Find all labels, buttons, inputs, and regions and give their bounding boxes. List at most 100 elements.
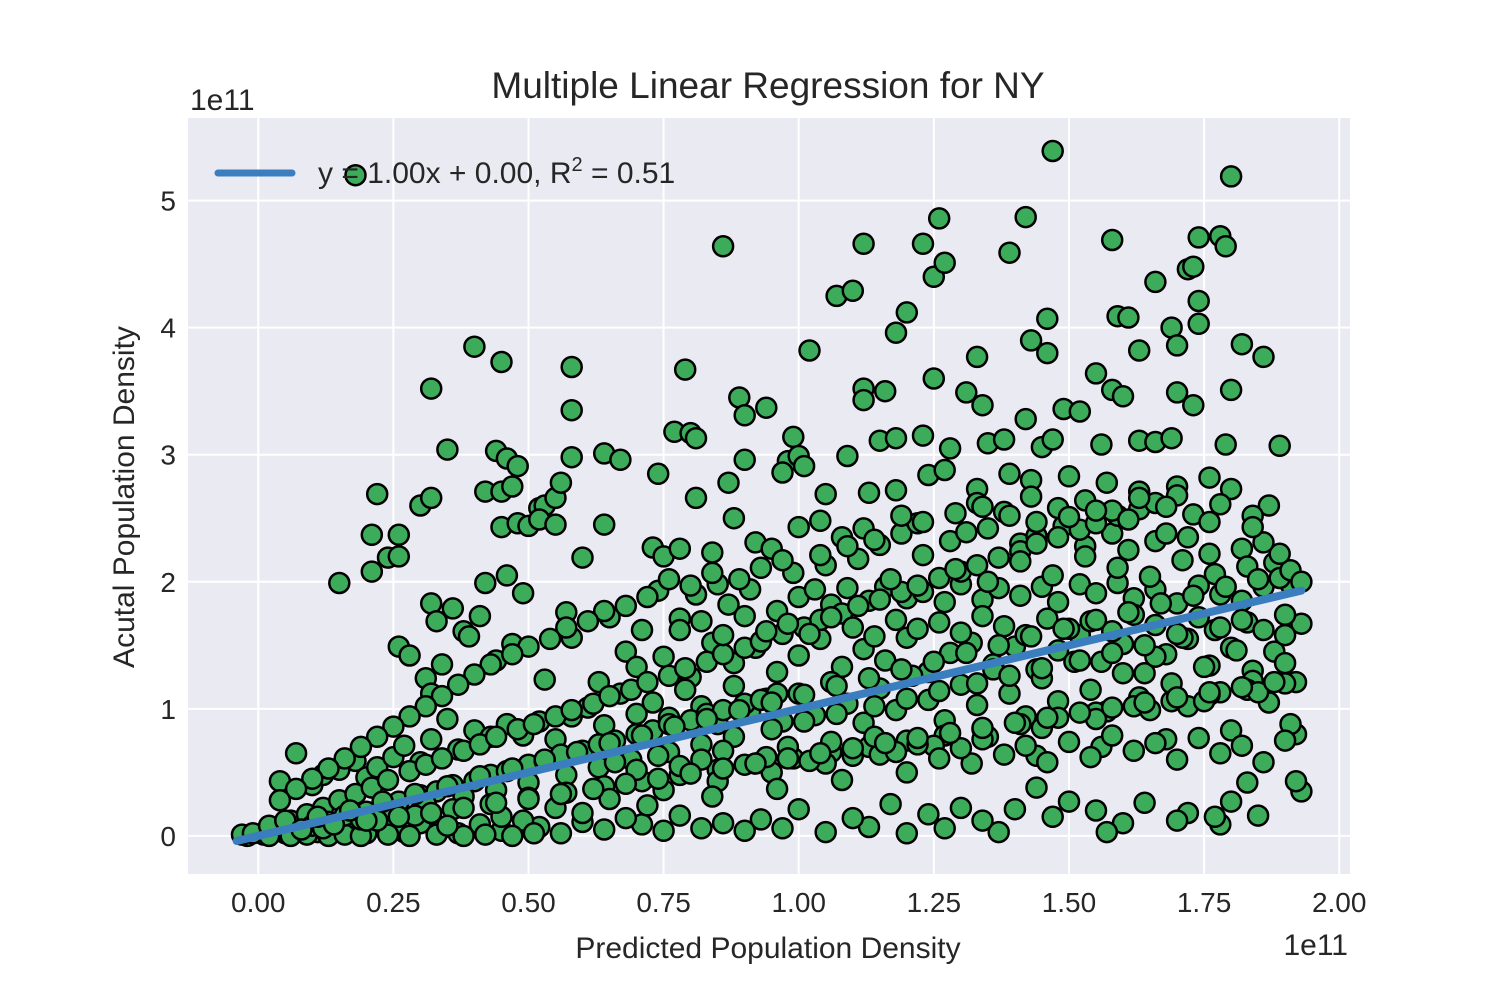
data-point (1133, 634, 1156, 657)
data-point (441, 597, 465, 620)
data-point (911, 424, 935, 447)
data-point (1057, 730, 1081, 754)
data-point (1209, 493, 1232, 516)
data-point (841, 736, 865, 760)
data-point (1252, 750, 1275, 774)
data-point (987, 820, 1010, 844)
data-point (614, 594, 638, 618)
data-point (711, 235, 735, 258)
data-point (517, 787, 540, 811)
data-point (446, 673, 470, 696)
data-point (992, 614, 1016, 638)
data-point (1036, 706, 1059, 729)
data-point (1198, 542, 1221, 566)
data-point (927, 747, 951, 770)
data-point (1219, 378, 1243, 402)
data-point (1252, 345, 1275, 369)
data-point (765, 660, 789, 684)
data-point (365, 482, 389, 506)
data-point (668, 537, 692, 560)
data-point (965, 553, 989, 577)
data-point (392, 734, 416, 757)
data-point (755, 620, 778, 643)
data-point (501, 824, 524, 848)
data-point (976, 570, 1000, 594)
data-point (987, 546, 1010, 569)
data-point (971, 495, 994, 519)
data-point (511, 581, 535, 605)
data-point (625, 655, 648, 679)
data-point (1171, 548, 1194, 572)
data-point (1165, 381, 1189, 404)
data-point (1079, 678, 1102, 702)
legend: y = 1.00x + 0.00, R2 = 0.51 (214, 154, 675, 190)
x-axis-label: Predicted Population Density (575, 932, 960, 965)
y-tick-label: 2 (160, 567, 176, 598)
data-point (906, 726, 929, 750)
data-point (425, 609, 448, 633)
data-point (592, 599, 616, 623)
data-point (387, 805, 411, 829)
data-point (1009, 584, 1032, 607)
data-point (652, 645, 675, 668)
data-point (884, 479, 908, 502)
data-point (1149, 592, 1173, 615)
data-point (971, 716, 994, 740)
data-point (522, 822, 546, 845)
data-point (1236, 771, 1259, 794)
data-point (1198, 681, 1221, 704)
data-point (1209, 742, 1232, 765)
data-point (673, 678, 697, 702)
data-point (430, 653, 454, 676)
data-point (673, 358, 697, 381)
data-point (430, 684, 454, 708)
data-point (1209, 616, 1232, 639)
data-point (1252, 531, 1275, 554)
data-point (917, 803, 940, 826)
data-point (895, 301, 919, 324)
data-point (857, 667, 881, 690)
data-point (1036, 307, 1059, 331)
data-point (1138, 565, 1162, 588)
data-point (1084, 362, 1108, 385)
data-point (571, 801, 594, 825)
data-point (1133, 661, 1156, 685)
data-point (1019, 329, 1043, 352)
data-point (722, 506, 746, 530)
data-point (971, 604, 994, 628)
data-point (333, 747, 356, 770)
data-point (809, 543, 832, 567)
x-tick-label: 0.75 (636, 887, 691, 918)
data-point (463, 663, 486, 686)
data-point (549, 471, 573, 494)
data-point (1084, 799, 1108, 822)
data-point (701, 561, 724, 585)
data-point (955, 641, 978, 665)
data-point (538, 627, 562, 651)
data-point (1041, 139, 1064, 163)
data-point (1187, 226, 1210, 249)
data-point (1165, 622, 1189, 646)
data-point (809, 742, 832, 765)
data-point (1084, 608, 1108, 632)
data-point (971, 393, 994, 417)
data-point (749, 808, 773, 831)
data-point (501, 642, 524, 666)
data-point (365, 725, 389, 749)
data-point (792, 454, 816, 478)
data-point (960, 752, 983, 775)
data-point (1154, 522, 1178, 545)
data-point (927, 679, 951, 703)
data-point (998, 241, 1021, 264)
data-point (1263, 670, 1286, 694)
data-point (1068, 649, 1092, 672)
data-point (495, 564, 519, 587)
data-point (1036, 341, 1059, 365)
x-tick-label: 1.00 (771, 887, 826, 918)
data-point (1230, 734, 1254, 757)
data-point (544, 513, 567, 536)
y-tick-label: 3 (160, 440, 176, 471)
data-point (711, 757, 735, 780)
data-point (317, 757, 340, 780)
y-tick-label: 0 (160, 821, 176, 852)
